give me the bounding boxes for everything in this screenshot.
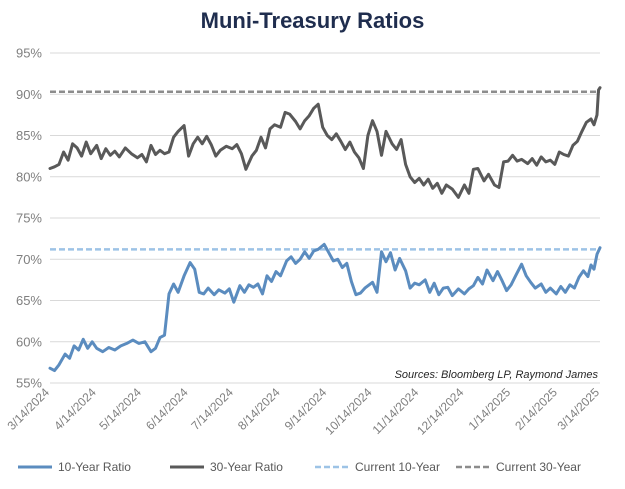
x-tick-label: 3/14/2025 xyxy=(554,385,602,433)
grid xyxy=(50,52,600,384)
y-tick-label: 70% xyxy=(16,252,42,267)
legend: 10-Year Ratio 30-Year Ratio Current 10-Yea… xyxy=(18,460,581,474)
x-tick-label: 11/14/2024 xyxy=(370,385,422,437)
x-tick-label: 1/14/2025 xyxy=(466,385,514,433)
legend-label: 30-Year Ratio xyxy=(210,460,283,474)
y-tick-label: 65% xyxy=(16,293,42,308)
legend-label: Current 30-Year xyxy=(496,460,581,474)
y-tick-label: 55% xyxy=(16,376,42,391)
x-tick-label: 5/14/2024 xyxy=(96,385,144,433)
x-tick-label: 9/14/2024 xyxy=(282,385,330,433)
y-tick-label: 90% xyxy=(16,87,42,102)
x-tick-label: 10/14/2024 xyxy=(322,385,375,438)
source-note: Sources: Bloomberg LP, Raymond James xyxy=(395,369,599,381)
x-tick-label: 3/14/2024 xyxy=(4,385,52,433)
x-tick-label: 12/14/2024 xyxy=(414,385,467,438)
y-tick-label: 60% xyxy=(16,334,42,349)
legend-label: 10-Year Ratio xyxy=(58,460,131,474)
series-line-10-year-ratio xyxy=(48,242,602,373)
x-tick-label: 8/14/2024 xyxy=(235,385,283,433)
y-tick-label: 80% xyxy=(16,169,42,184)
chart-title: Muni-Treasury Ratios xyxy=(200,8,425,33)
series-line-30-year-ratio xyxy=(48,86,602,199)
y-tick-label: 85% xyxy=(16,128,42,143)
x-tick-label: 2/14/2025 xyxy=(512,385,560,433)
legend-label: Current 10-Year xyxy=(355,460,440,474)
x-tick-label: 6/14/2024 xyxy=(143,385,191,433)
x-tick-label: 7/14/2024 xyxy=(188,385,236,433)
series-lines xyxy=(48,86,602,373)
x-tick-label: 4/14/2024 xyxy=(51,385,99,433)
y-axis-ticks: 55% 60% 65% 70% 75% 80% 85% 90% 95% xyxy=(16,46,42,391)
y-tick-label: 95% xyxy=(16,46,42,61)
y-tick-label: 75% xyxy=(16,211,42,226)
